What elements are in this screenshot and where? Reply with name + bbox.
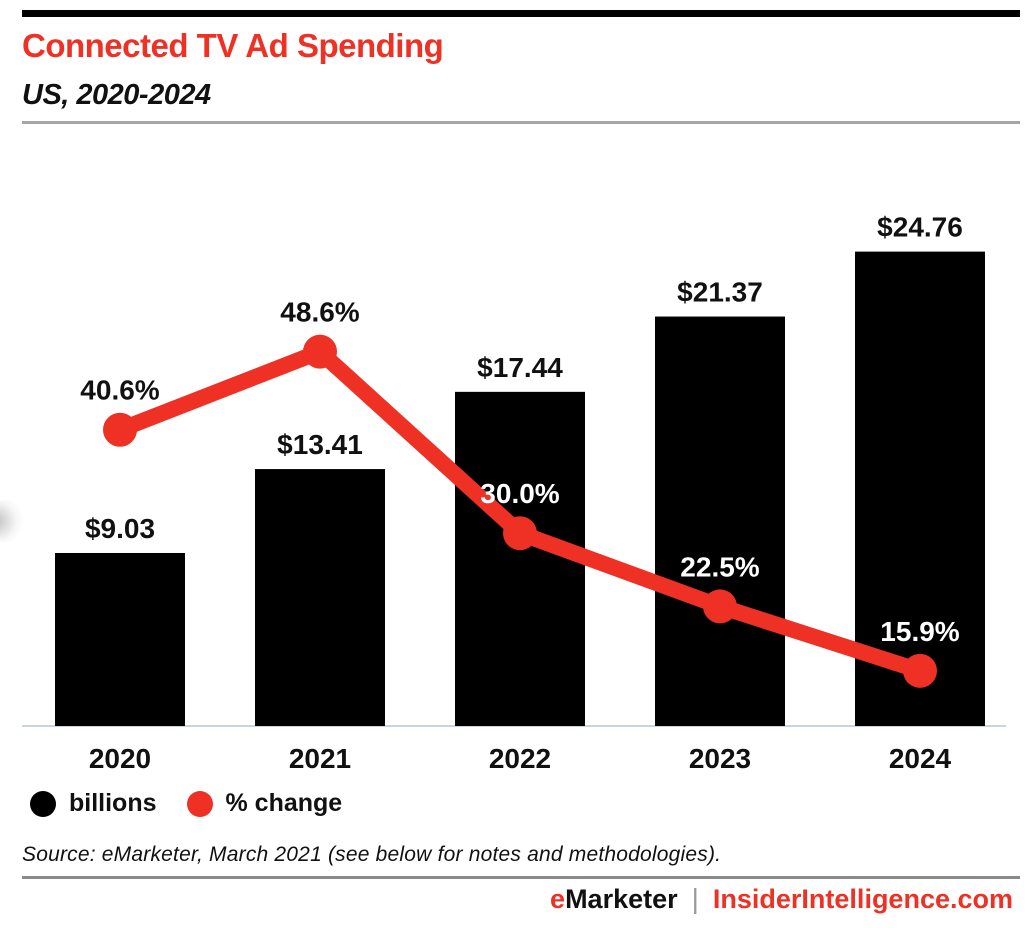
bar-value-label-2021: $13.41 xyxy=(277,429,363,460)
year-label-2022: 2022 xyxy=(489,743,551,774)
line-marker-2023 xyxy=(703,589,737,624)
bar-2021 xyxy=(255,469,385,726)
legend-label-pct-change: % change xyxy=(225,789,343,817)
legend-item-billions: billions xyxy=(30,789,157,818)
year-label-2021: 2021 xyxy=(289,743,351,774)
bar-2024 xyxy=(855,251,985,726)
legend-label-billions: billions xyxy=(69,789,157,817)
emarketer-logo: eMarketer xyxy=(550,884,678,915)
line-marker-2022 xyxy=(503,516,537,551)
bar-2022 xyxy=(455,391,585,726)
footer-branding: eMarketer | InsiderIntelligence.com xyxy=(550,883,1013,915)
pct-label-2021: 48.6% xyxy=(280,297,359,328)
legend-item-pct-change: % change xyxy=(186,789,343,818)
bar-value-label-2024: $24.76 xyxy=(877,212,963,243)
line-marker-2024 xyxy=(903,653,937,688)
year-label-2024: 2024 xyxy=(889,743,952,774)
page-subtitle: US, 2020-2024 xyxy=(22,79,211,111)
bar-value-label-2023: $21.37 xyxy=(677,277,763,308)
bar-value-label-2022: $17.44 xyxy=(477,352,563,383)
pct-change-dot-icon xyxy=(186,790,213,817)
chart-legend: billions % change xyxy=(30,789,342,818)
emarketer-logo-rest: Marketer xyxy=(565,883,678,914)
pct-label-2023: 22.5% xyxy=(680,551,759,582)
top-accent-bar xyxy=(22,10,1020,17)
chart-svg: $9.03 2020 $13.41 2021 $17.44 2022 $21.37 2023 $… xyxy=(22,212,1006,774)
emarketer-logo-e: e xyxy=(550,883,566,914)
bar-value-label-2020: $9.03 xyxy=(85,513,155,544)
header-divider xyxy=(22,121,1020,124)
pct-label-2024: 15.9% xyxy=(880,616,959,647)
source-note: Source: eMarketer, March 2021 (see below… xyxy=(22,843,722,866)
year-label-2020: 2020 xyxy=(89,743,151,774)
insider-intelligence-link[interactable]: InsiderIntelligence.com xyxy=(712,883,1013,914)
pct-label-2020: 40.6% xyxy=(80,375,159,406)
footer-separator: | xyxy=(691,883,699,914)
bar-2023 xyxy=(655,316,785,726)
line-marker-2020 xyxy=(103,412,137,447)
billions-dot-icon xyxy=(30,790,56,817)
line-marker-2021 xyxy=(303,334,337,369)
pct-label-2022: 30.0% xyxy=(480,478,559,509)
page-title: Connected TV Ad Spending xyxy=(22,27,444,64)
bar-2020 xyxy=(55,552,185,726)
year-label-2023: 2023 xyxy=(689,743,751,774)
footer-divider xyxy=(22,876,1020,879)
